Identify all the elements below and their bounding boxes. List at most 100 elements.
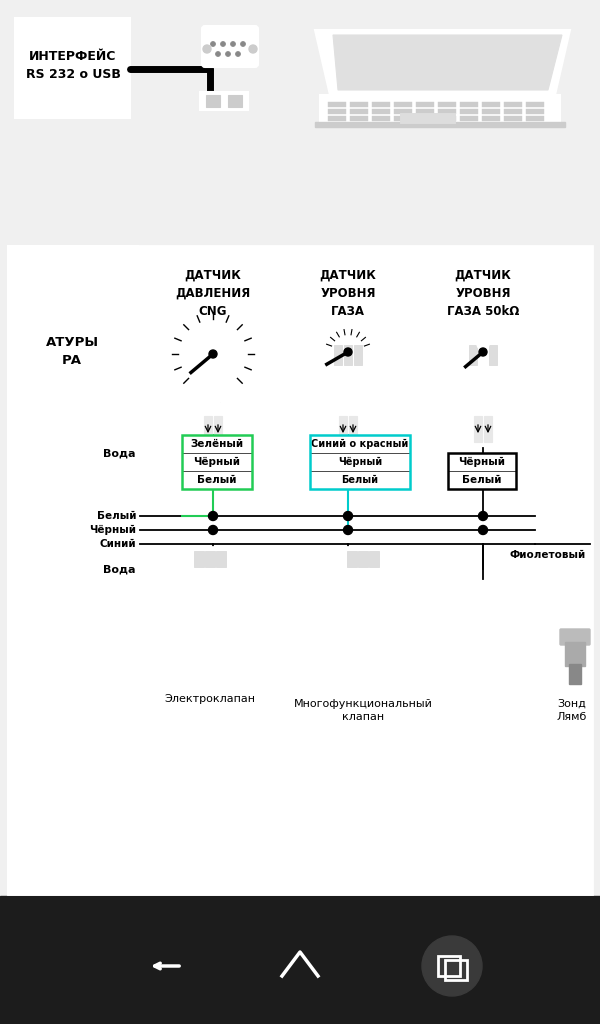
Circle shape [479,348,487,356]
Bar [484,416,492,442]
Bar [504,102,522,106]
Bar [394,102,412,106]
Bar [334,345,342,365]
Bar [372,102,390,106]
Bar [560,579,590,634]
Bar [228,95,242,106]
Bar [526,109,544,114]
Bar [310,435,410,489]
Bar [182,435,252,489]
Text: Вода: Вода [103,564,136,574]
Bar [344,345,352,365]
Bar [0,896,600,1024]
Bar [329,341,367,367]
Bar [204,416,212,442]
Bar [335,569,391,618]
Bar [469,410,497,449]
Bar [210,410,220,413]
Bar [460,109,478,114]
Polygon shape [18,556,80,592]
Bar [438,116,456,121]
Bar [341,402,355,410]
Bar [569,664,581,684]
Bar [358,551,368,567]
Bar [343,618,383,639]
Bar [339,416,347,442]
Text: Белый: Белый [341,475,379,485]
Circle shape [343,512,353,520]
Circle shape [230,42,235,46]
Ellipse shape [508,324,521,339]
Polygon shape [18,431,80,476]
Bar [416,109,434,114]
Circle shape [203,45,211,53]
Ellipse shape [182,644,238,705]
Circle shape [422,936,482,996]
Bar [347,551,357,567]
Ellipse shape [445,311,521,392]
Bar [317,579,333,609]
Bar [460,102,478,106]
Text: ДАТЧИК
ДАВЛЕНИЯ
CNG: ДАТЧИК ДАВЛЕНИЯ CNG [175,269,251,318]
Text: Многофункциональный
клапан: Многофункциональный клапан [293,699,433,722]
Bar [482,116,500,121]
Bar [526,116,544,121]
Bar [349,416,357,442]
Bar [216,551,226,567]
Text: Белый: Белый [197,475,237,485]
Text: ДАТЧИК
УРОВНЯ
ГАЗА: ДАТЧИК УРОВНЯ ГАЗА [320,269,376,318]
Bar [194,551,204,567]
Circle shape [226,51,230,56]
Bar [328,102,346,106]
Bar [341,547,385,569]
Text: Белый: Белый [462,475,502,485]
Bar [182,435,252,489]
Bar [350,102,368,106]
Ellipse shape [373,324,386,339]
Bar [394,109,412,114]
Bar [350,116,368,121]
Bar [448,453,516,489]
Bar [476,402,490,410]
Ellipse shape [310,311,386,392]
Text: Фиолетовый: Фиолетовый [510,550,586,560]
Ellipse shape [448,315,518,389]
Ellipse shape [445,324,458,339]
Circle shape [165,306,261,402]
Circle shape [211,42,215,46]
Bar [199,410,227,449]
Circle shape [477,338,489,350]
Circle shape [241,42,245,46]
Polygon shape [8,424,90,484]
Text: Зонд
Лямб: Зонд Лямб [557,699,587,722]
Bar [328,109,346,114]
Circle shape [235,51,241,56]
Bar [15,18,130,118]
Text: Чёрный: Чёрный [193,457,241,467]
Circle shape [393,586,409,602]
Circle shape [164,586,180,602]
Circle shape [209,525,218,535]
Bar [350,109,368,114]
FancyBboxPatch shape [202,427,226,441]
Bar [416,116,434,121]
Bar [445,961,467,980]
Circle shape [209,512,218,520]
Bar [369,551,379,567]
Text: АТУРЫ
РА: АТУРЫ РА [46,337,98,368]
Circle shape [249,45,257,53]
Bar [504,116,522,121]
Bar [8,246,138,894]
Bar [438,102,456,106]
Bar [372,109,390,114]
Bar [438,109,456,114]
Text: ДАТЧИК
УРОВНЯ
ГАЗА 50kΩ: ДАТЧИК УРОВНЯ ГАЗА 50kΩ [447,269,519,318]
Circle shape [179,321,247,388]
Polygon shape [333,35,562,90]
Text: Вода: Вода [103,449,136,459]
Bar [328,116,346,121]
Bar [400,113,455,123]
Circle shape [240,586,256,602]
Bar [210,426,220,429]
Bar [482,109,500,114]
